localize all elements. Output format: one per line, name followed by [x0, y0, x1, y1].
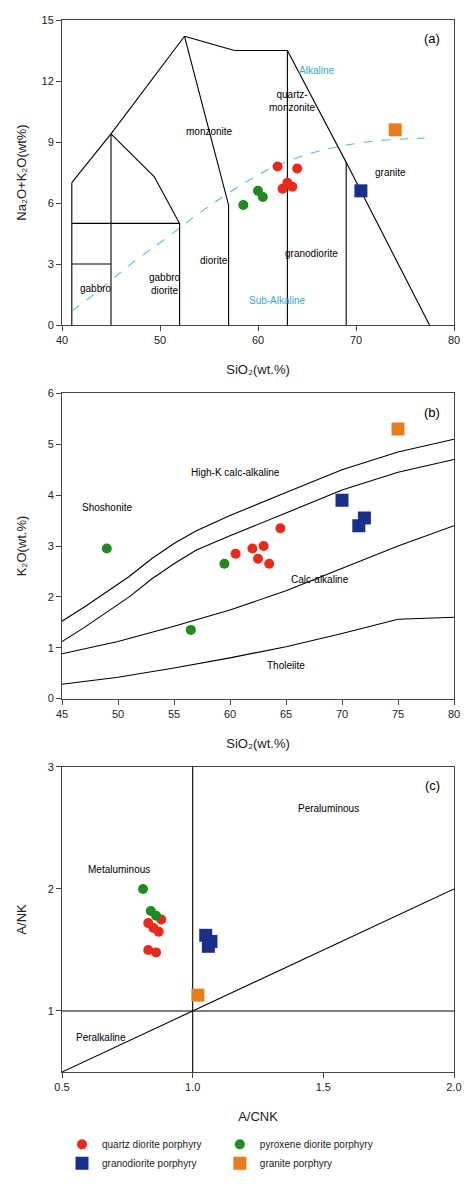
svg-text:4: 4	[48, 489, 54, 501]
svg-text:granite: granite	[375, 167, 406, 178]
svg-text:1.0: 1.0	[185, 1081, 200, 1093]
svg-text:Calc-alkaline: Calc-alkaline	[291, 574, 349, 585]
svg-text:quartz diorite porphyry: quartz diorite porphyry	[102, 1139, 202, 1150]
svg-text:75: 75	[392, 708, 404, 720]
svg-text:70: 70	[336, 708, 348, 720]
svg-text:(b): (b)	[424, 405, 440, 420]
svg-text:Peraluminous: Peraluminous	[298, 803, 359, 814]
svg-text:65: 65	[280, 708, 292, 720]
svg-text:monzonite: monzonite	[186, 126, 233, 137]
svg-text:High-K calc-alkaline: High-K calc-alkaline	[191, 467, 280, 478]
svg-text:2.0: 2.0	[446, 1081, 461, 1093]
svg-text:6: 6	[48, 197, 54, 209]
svg-text:70: 70	[350, 334, 362, 346]
svg-text:Na₂O+K₂O(wt%): Na₂O+K₂O(wt%)	[14, 124, 29, 220]
svg-text:SiO₂(wt.%): SiO₂(wt.%)	[226, 736, 290, 751]
svg-text:Metaluminous: Metaluminous	[88, 864, 150, 875]
svg-text:80: 80	[448, 334, 460, 346]
svg-text:1: 1	[48, 1005, 54, 1017]
svg-text:Shoshonite: Shoshonite	[82, 502, 132, 513]
svg-text:55: 55	[168, 708, 180, 720]
svg-text:0: 0	[48, 319, 54, 331]
svg-text:gabbro: gabbro	[80, 283, 112, 294]
svg-text:Sub-Alkaline: Sub-Alkaline	[249, 295, 306, 306]
svg-text:K₂O(wt.%): K₂O(wt.%)	[14, 516, 29, 577]
svg-text:5: 5	[48, 438, 54, 450]
svg-text:A/CNK: A/CNK	[238, 1109, 278, 1124]
svg-text:(a): (a)	[424, 31, 440, 46]
svg-text:Tholeiite: Tholeiite	[267, 660, 305, 671]
svg-text:quartz-monzonite: quartz-monzonite	[269, 89, 316, 113]
svg-text:15: 15	[42, 14, 54, 26]
svg-text:gabbrodiorite: gabbrodiorite	[149, 272, 181, 296]
svg-text:2: 2	[48, 591, 54, 603]
svg-text:2: 2	[48, 883, 54, 895]
svg-text:A/NK: A/NK	[14, 904, 29, 935]
svg-text:Alkaline: Alkaline	[299, 65, 334, 76]
svg-text:granite porphyry: granite porphyry	[260, 1158, 332, 1169]
svg-text:3: 3	[48, 258, 54, 270]
svg-text:pyroxene diorite porphyry: pyroxene diorite porphyry	[260, 1139, 373, 1150]
svg-text:6: 6	[48, 387, 54, 399]
svg-text:SiO₂(wt.%): SiO₂(wt.%)	[226, 362, 290, 377]
svg-text:0.5: 0.5	[54, 1081, 69, 1093]
svg-text:1: 1	[48, 642, 54, 654]
svg-text:(c): (c)	[425, 778, 440, 793]
svg-text:50: 50	[112, 708, 124, 720]
svg-text:3: 3	[48, 761, 54, 773]
svg-text:45: 45	[56, 708, 68, 720]
svg-text:3: 3	[48, 540, 54, 552]
svg-text:12: 12	[42, 75, 54, 87]
svg-text:granodiorite: granodiorite	[285, 248, 338, 259]
svg-text:diorite: diorite	[200, 255, 228, 266]
svg-text:0: 0	[48, 692, 54, 704]
svg-text:60: 60	[252, 334, 264, 346]
svg-text:granodiorite porphyry: granodiorite porphyry	[102, 1158, 197, 1169]
svg-text:1.5: 1.5	[316, 1081, 331, 1093]
svg-text:50: 50	[154, 334, 166, 346]
svg-text:Peralkaline: Peralkaline	[76, 1032, 126, 1043]
svg-text:40: 40	[56, 334, 68, 346]
svg-text:60: 60	[224, 708, 236, 720]
svg-text:9: 9	[48, 136, 54, 148]
svg-text:80: 80	[448, 708, 460, 720]
